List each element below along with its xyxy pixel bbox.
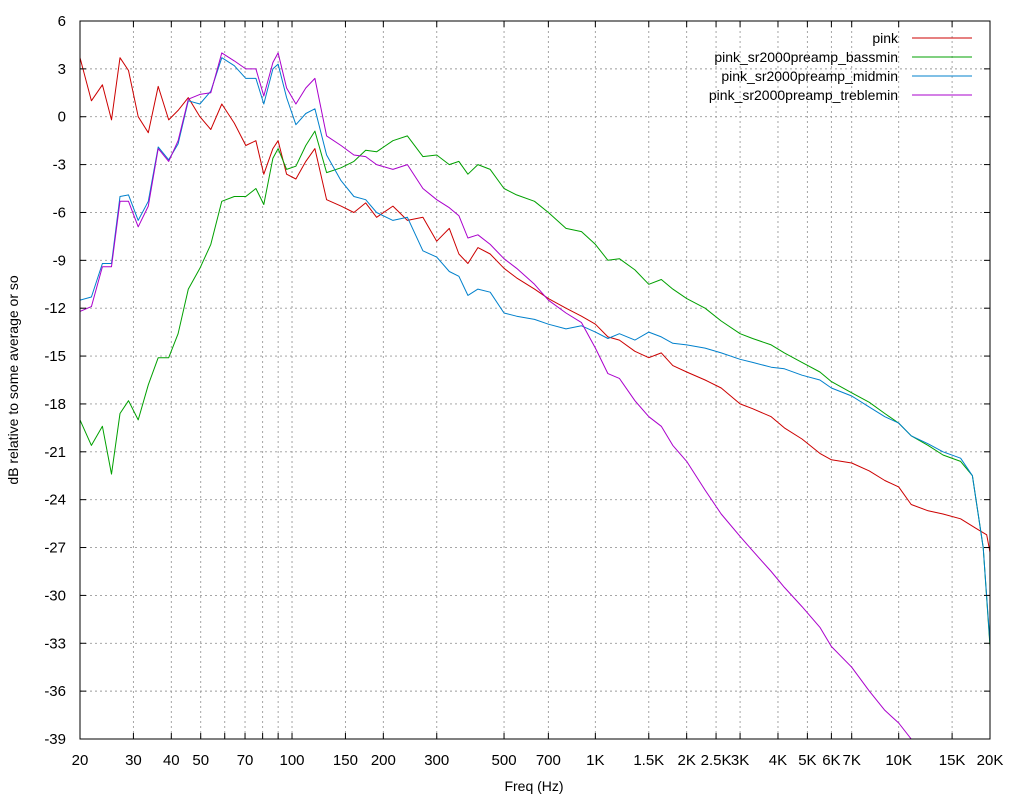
y-tick-label: -30 xyxy=(44,587,66,604)
x-tick-label: 2K xyxy=(677,752,695,769)
x-tick-label: 70 xyxy=(237,752,254,769)
y-tick-label: -33 xyxy=(44,635,66,652)
x-tick-labels: 20 30 40 50 70 100 150 200 300 500 700 1K 1.5K 2K 2.5K… xyxy=(72,752,1004,769)
x-tick-label: 200 xyxy=(371,752,396,769)
y-tick-label: 0 xyxy=(58,109,66,126)
series-line-pink_sr2000preamp_midmin xyxy=(80,57,990,644)
legend: pink pink_sr2000preamp_bassmin pink_sr2000… xyxy=(709,30,972,103)
y-tick-label: -12 xyxy=(44,300,66,317)
x-axis-label: Freq (Hz) xyxy=(504,778,563,794)
series-lines xyxy=(80,52,990,739)
series-line-pink_sr2000preamp_bassmin xyxy=(80,130,990,647)
x-tick-label: 4K xyxy=(769,752,787,769)
y-tick-label: -21 xyxy=(44,444,66,461)
grid-lines xyxy=(80,21,990,739)
x-tick-label: 150 xyxy=(333,752,358,769)
series-line-pink_sr2000preamp_treblemin xyxy=(80,52,912,739)
axis-ticks xyxy=(79,20,991,740)
y-tick-label: -27 xyxy=(44,540,66,557)
y-tick-label: -9 xyxy=(53,252,66,269)
y-tick-label: 6 xyxy=(58,13,66,30)
x-tick-label: 15K xyxy=(939,752,966,769)
x-tick-label: 40 xyxy=(163,752,180,769)
x-tick-label: 3K xyxy=(731,752,749,769)
y-tick-label: 3 xyxy=(58,61,66,78)
y-tick-label: -6 xyxy=(53,204,66,221)
x-tick-label: 20 xyxy=(72,752,89,769)
x-tick-label: 30 xyxy=(125,752,142,769)
x-tick-label: 5K xyxy=(798,752,816,769)
legend-label: pink_sr2000preamp_midmin xyxy=(721,68,898,84)
y-tick-labels: 6 3 0 -3 -6 -9 -12 -15 -18 -21 -24 -27 -30 -33 -36 -39 xyxy=(44,13,66,748)
legend-label: pink_sr2000preamp_bassmin xyxy=(714,49,898,65)
x-tick-label: 2.5K xyxy=(701,752,732,769)
y-tick-label: -3 xyxy=(53,157,66,174)
x-tick-label: 700 xyxy=(536,752,561,769)
x-tick-label: 1K xyxy=(586,752,604,769)
x-tick-label: 500 xyxy=(492,752,517,769)
x-tick-label: 1.5K xyxy=(633,752,664,769)
legend-label: pink xyxy=(872,30,899,46)
x-tick-label: 6K xyxy=(822,752,840,769)
x-tick-label: 10K xyxy=(885,752,912,769)
x-tick-label: 100 xyxy=(280,752,305,769)
x-tick-label: 300 xyxy=(424,752,449,769)
x-tick-label: 20K xyxy=(977,752,1004,769)
y-tick-label: -39 xyxy=(44,731,66,748)
x-tick-label: 50 xyxy=(192,752,209,769)
series-line-pink xyxy=(80,57,990,553)
y-tick-label: -18 xyxy=(44,396,66,413)
y-axis-label: dB relative to some average or so xyxy=(5,275,21,485)
legend-label: pink_sr2000preamp_treblemin xyxy=(709,87,898,103)
y-tick-label: -36 xyxy=(44,683,66,700)
plot-frame xyxy=(79,20,991,740)
y-tick-label: -15 xyxy=(44,348,66,365)
y-tick-label: -24 xyxy=(44,492,66,509)
x-tick-label: 7K xyxy=(843,752,861,769)
